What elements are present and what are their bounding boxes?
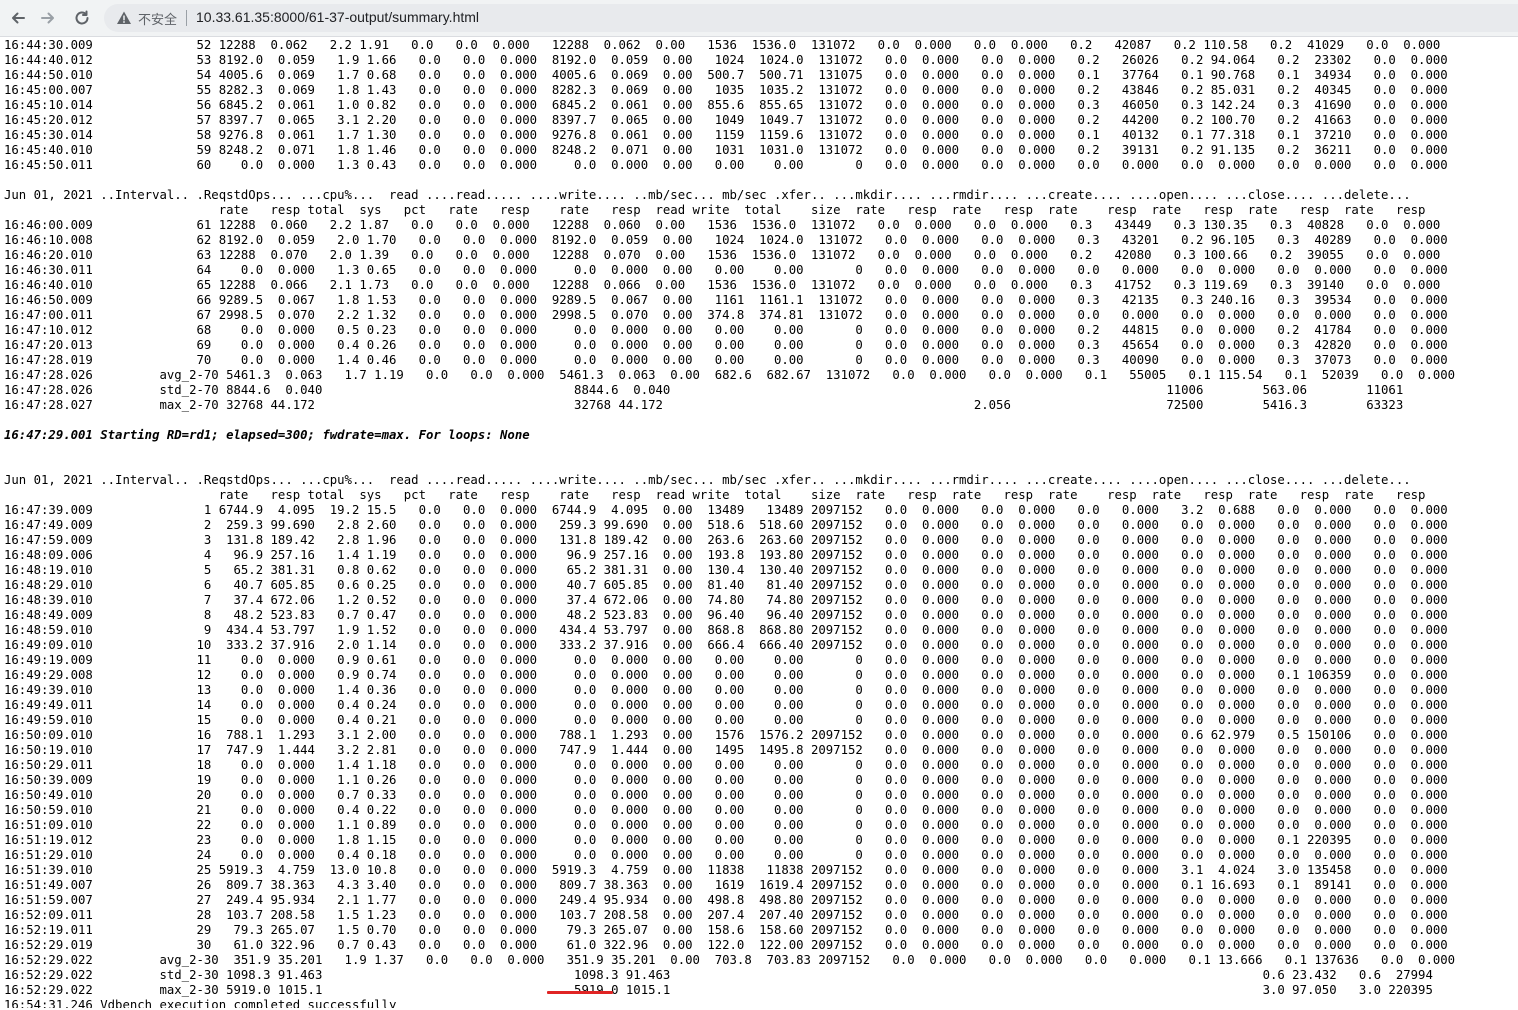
output-line: 16:47:00.011 67 2998.5 0.070 2.2 1.32 0.… [4,308,1448,322]
output-line: 16:49:39.010 13 0.0 0.000 1.4 0.36 0.0 0… [4,683,1448,697]
address-bar[interactable]: 不安全 10.33.61.35:8000/61-37-output/summar… [104,4,1518,32]
red-underline-annotation [547,991,613,994]
forward-button[interactable] [34,4,62,32]
reload-icon [75,10,89,25]
output-line: 16:45:20.012 57 8397.7 0.065 3.1 2.20 0.… [4,113,1448,127]
output-line: 16:49:59.010 15 0.0 0.000 0.4 0.21 0.0 0… [4,713,1448,727]
output-line: 16:47:28.019 70 0.0 0.000 1.4 0.46 0.0 0… [4,353,1448,367]
output-line: 16:47:49.009 2 259.3 99.690 2.8 2.60 0.0… [4,518,1448,532]
output-line: 16:52:29.022 max_2-30 5919.0 1015.1 5919… [4,983,1433,997]
output-line: 16:50:49.010 20 0.0 0.000 0.7 0.33 0.0 0… [4,788,1448,802]
output-line: 16:52:29.022 avg_2-30 351.9 35.201 1.9 1… [4,953,1456,967]
page-content: 16:44:30.009 52 12288 0.062 2.2 1.91 0.0… [4,38,1514,1008]
output-line: 16:44:40.012 53 8192.0 0.059 1.9 1.66 0.… [4,53,1448,67]
output-line: 16:46:10.008 62 8192.0 0.059 2.0 1.70 0.… [4,233,1448,247]
output-line: 16:50:09.010 16 788.1 1.293 3.1 2.00 0.0… [4,728,1448,742]
output-line: 16:45:40.010 59 8248.2 0.071 1.8 1.46 0.… [4,143,1448,157]
output-line: 16:51:59.007 27 249.4 95.934 2.1 1.77 0.… [4,893,1448,907]
output-line [4,173,1514,188]
output-line: 16:46:20.010 63 12288 0.070 2.0 1.39 0.0… [4,248,1441,262]
output-line: 16:44:30.009 52 12288 0.062 2.2 1.91 0.0… [4,38,1441,52]
output-line: 16:48:29.010 6 40.7 605.85 0.6 0.25 0.0 … [4,578,1448,592]
output-line: rate resp total sys pct rate resp rate r… [4,203,1426,217]
output-line: Jun 01, 2021 ..Interval.. .ReqstdOps... … [4,188,1411,202]
security-label[interactable]: 不安全 [138,13,178,28]
output-line: 16:45:50.011 60 0.0 0.000 1.3 0.43 0.0 0… [4,158,1448,172]
output-line: 16:52:29.022 std_2-30 1098.3 91.463 1098… [4,968,1433,982]
output-line: 16:51:49.007 26 809.7 38.363 4.3 3.40 0.… [4,878,1448,892]
warning-icon[interactable] [116,10,132,26]
output-line: 16:46:30.011 64 0.0 0.000 1.3 0.65 0.0 0… [4,263,1448,277]
output-line: 16:50:59.010 21 0.0 0.000 0.4 0.22 0.0 0… [4,803,1448,817]
run-start-line: 16:47:29.001 Starting RD=rd1; elapsed=30… [4,428,530,442]
output-line: 16:48:59.010 9 434.4 53.797 1.9 1.52 0.0… [4,623,1448,637]
output-line: 16:45:10.014 56 6845.2 0.061 1.0 0.82 0.… [4,98,1448,112]
output-line: 16:49:19.009 11 0.0 0.000 0.9 0.61 0.0 0… [4,653,1448,667]
output-line: 16:49:09.010 10 333.2 37.916 2.0 1.14 0.… [4,638,1448,652]
browser-toolbar: 不安全 10.33.61.35:8000/61-37-output/summar… [0,0,1518,37]
output-line: 16:47:28.027 max_2-70 32768 44.172 32768… [4,398,1404,412]
output-line: rate resp total sys pct rate resp rate r… [4,488,1426,502]
output-line: 16:50:39.009 19 0.0 0.000 1.1 0.26 0.0 0… [4,773,1448,787]
output-line: 16:51:09.010 22 0.0 0.000 1.1 0.89 0.0 0… [4,818,1448,832]
back-arrow-icon [12,12,25,24]
output-line: 16:47:28.026 std_2-70 8844.6 0.040 8844.… [4,383,1404,397]
output-line: 16:45:30.014 58 9276.8 0.061 1.7 1.30 0.… [4,128,1448,142]
output-line: 16:47:59.009 3 131.8 189.42 2.8 1.96 0.0… [4,533,1448,547]
output-line: 16:48:09.006 4 96.9 257.16 1.4 1.19 0.0 … [4,548,1448,562]
forward-arrow-icon [41,12,54,24]
url-text[interactable]: 10.33.61.35:8000/61-37-output/summary.ht… [196,9,480,25]
output-line: 16:48:39.010 7 37.4 672.06 1.2 0.52 0.0 … [4,593,1448,607]
output-line: 16:48:19.010 5 65.2 381.31 0.8 0.62 0.0 … [4,563,1448,577]
output-line: 16:45:00.007 55 8282.3 0.069 1.8 1.43 0.… [4,83,1448,97]
output-line: 16:51:29.010 24 0.0 0.000 0.4 0.18 0.0 0… [4,848,1448,862]
output-line: Jun 01, 2021 ..Interval.. .ReqstdOps... … [4,473,1411,487]
output-line [4,413,1514,428]
output-line: 16:49:29.008 12 0.0 0.000 0.9 0.74 0.0 0… [4,668,1448,682]
output-line: 16:50:19.010 17 747.9 1.444 3.2 2.81 0.0… [4,743,1448,757]
output-line: 16:51:39.010 25 5919.3 4.759 13.0 10.8 0… [4,863,1448,877]
output-line: 16:52:19.011 29 79.3 265.07 1.5 0.70 0.0… [4,923,1448,937]
output-line: 16:46:00.009 61 12288 0.060 2.2 1.87 0.0… [4,218,1441,232]
output-line: 16:52:29.019 30 61.0 322.96 0.7 0.43 0.0… [4,938,1448,952]
reload-button[interactable] [68,4,96,32]
output-line: 16:47:28.026 avg_2-70 5461.3 0.063 1.7 1… [4,368,1456,382]
output-line: 16:48:49.009 8 48.2 523.83 0.7 0.47 0.0 … [4,608,1448,622]
output-line: 16:47:39.009 1 6744.9 4.095 19.2 15.5 0.… [4,503,1448,517]
back-button[interactable] [4,4,32,32]
output-line [4,443,1514,458]
output-line: 16:52:09.011 28 103.7 208.58 1.5 1.23 0.… [4,908,1448,922]
address-divider [186,10,187,26]
output-line: 16:50:29.011 18 0.0 0.000 1.4 1.18 0.0 0… [4,758,1448,772]
vdbench-output: 16:44:30.009 52 12288 0.062 2.2 1.91 0.0… [4,38,1514,1008]
output-line: 16:46:50.009 66 9289.5 0.067 1.8 1.53 0.… [4,293,1448,307]
output-line: 16:54:31.246 Vdbench execution completed… [4,998,397,1008]
output-line [4,458,1514,473]
output-line: 16:46:40.010 65 12288 0.066 2.1 1.73 0.0… [4,278,1441,292]
output-line: 16:49:49.011 14 0.0 0.000 0.4 0.24 0.0 0… [4,698,1448,712]
output-line: 16:44:50.010 54 4005.6 0.069 1.7 0.68 0.… [4,68,1448,82]
output-line: 16:51:19.012 23 0.0 0.000 1.8 1.15 0.0 0… [4,833,1448,847]
output-line: 16:47:10.012 68 0.0 0.000 0.5 0.23 0.0 0… [4,323,1448,337]
output-line: 16:47:20.013 69 0.0 0.000 0.4 0.26 0.0 0… [4,338,1448,352]
